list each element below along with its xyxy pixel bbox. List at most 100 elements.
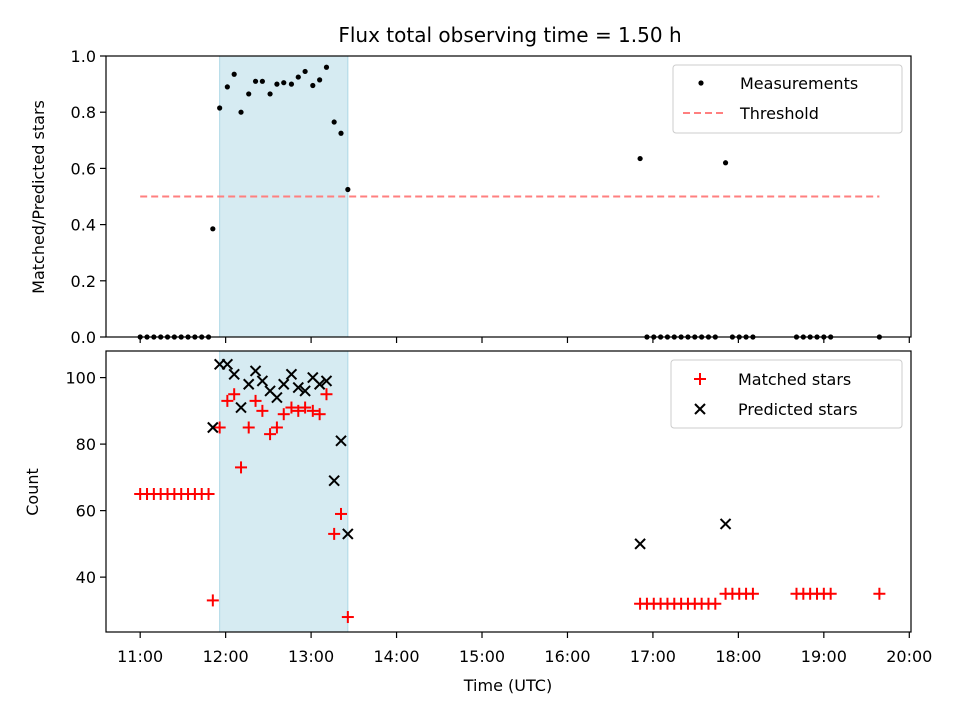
matched-star-point xyxy=(202,487,215,500)
bottom-highlight-span-layer xyxy=(219,350,349,633)
matched-star-point xyxy=(292,404,305,417)
predicted-star-point xyxy=(719,518,732,530)
x-tick-label: 18:00 xyxy=(715,647,761,666)
measurement-point xyxy=(302,68,308,75)
matched-star-point xyxy=(235,461,248,474)
legend-matched-marker xyxy=(694,373,706,385)
top-y-tick-label: 0.2 xyxy=(71,272,96,291)
matched-star-point xyxy=(328,527,341,540)
predicted-star-point xyxy=(228,368,240,380)
legend-threshold-label: Threshold xyxy=(739,104,819,123)
matched-star-point xyxy=(746,587,759,600)
x-tick-label: 14:00 xyxy=(373,647,419,666)
matched-star-point xyxy=(221,394,234,407)
predicted-stars-points xyxy=(207,358,732,550)
x-tick-label: 15:00 xyxy=(459,647,505,666)
bottom-y-tick-label: 100 xyxy=(65,369,96,388)
predicted-star-point xyxy=(278,378,290,390)
predicted-star-point xyxy=(235,401,247,414)
predicted-star-point xyxy=(271,391,283,404)
chart-title: Flux total observing time = 1.50 h xyxy=(338,23,681,47)
x-tick-label: 12:00 xyxy=(203,647,249,666)
legend-measurements-label: Measurements xyxy=(740,74,858,93)
matched-star-point xyxy=(228,388,241,401)
legend-predicted-marker xyxy=(694,403,706,415)
predicted-star-point xyxy=(256,375,269,387)
top-y-axis-label: Matched/Predicted stars xyxy=(29,100,48,294)
measurement-point xyxy=(295,74,301,80)
top-y-tick-label: 0.6 xyxy=(71,159,96,178)
x-tick-label: 20:00 xyxy=(886,647,932,666)
matched-stars-points xyxy=(134,388,886,624)
bottom-legend: Matched stars Predicted stars xyxy=(670,359,903,429)
matched-star-point xyxy=(256,404,269,417)
measurement-point xyxy=(637,155,643,162)
predicted-star-point xyxy=(335,435,347,447)
bottom-x-ticks: 11:00 12:00 13:00 14:00 15:00 16:00 17:00 18:00… xyxy=(117,632,932,666)
predicted-star-point xyxy=(221,358,234,371)
matched-star-point xyxy=(313,408,326,421)
x-tick-label: 17:00 xyxy=(630,647,676,666)
matched-star-point xyxy=(270,421,283,434)
predicted-star-point xyxy=(320,375,333,387)
measurement-point xyxy=(246,91,252,97)
predicted-star-point xyxy=(207,421,219,434)
measurement-point xyxy=(259,78,265,84)
legend-measurements-marker xyxy=(698,80,704,86)
measurement-point xyxy=(323,64,330,70)
bottom-axes-frame xyxy=(105,350,912,633)
bottom-y-ticks: 40 60 80 100 xyxy=(65,369,106,587)
measurement-point xyxy=(310,82,316,89)
top-panel: Flux total observing time = 1.50 h 0.00.… xyxy=(29,23,912,347)
measurement-point xyxy=(217,105,223,111)
matched-star-point xyxy=(824,587,837,600)
measurement-point xyxy=(345,186,351,193)
predicted-star-point xyxy=(342,528,354,540)
matched-star-point xyxy=(264,428,277,441)
matched-star-point xyxy=(709,597,722,610)
x-tick-label: 19:00 xyxy=(801,647,847,666)
legend-matched-label: Matched stars xyxy=(738,370,851,389)
predicted-star-point xyxy=(313,378,326,390)
measurement-point xyxy=(331,119,337,125)
matched-star-point xyxy=(277,408,290,421)
top-y-ticks: 0.0 0.2 0.4 0.6 0.8 1.0 xyxy=(71,47,106,347)
bottom-panel: 40 60 80 100 11:00 12:00 13:00 14:00 15:00 16:00… xyxy=(23,350,932,695)
top-y-tick-label: 0.8 xyxy=(71,103,96,122)
predicted-star-point xyxy=(634,538,646,550)
predicted-star-point xyxy=(285,368,298,380)
x-tick-label: 13:00 xyxy=(288,647,334,666)
predicted-star-point xyxy=(328,474,340,487)
measurement-point xyxy=(238,109,244,115)
measurement-point xyxy=(267,91,273,97)
matched-star-point xyxy=(242,421,255,434)
measurement-point xyxy=(722,160,729,166)
matched-star-point xyxy=(306,404,319,417)
measurement-point xyxy=(338,130,344,136)
predicted-star-point xyxy=(292,381,304,394)
measurement-point xyxy=(317,77,323,83)
matched-star-point xyxy=(335,507,348,520)
measurement-point xyxy=(281,80,287,86)
predicted-star-point xyxy=(249,365,262,377)
x-tick-label: 16:00 xyxy=(544,647,590,666)
highlight-span xyxy=(219,350,349,633)
bottom-legend-box xyxy=(670,359,903,429)
measurement-point xyxy=(252,78,259,84)
top-y-tick-label: 0.4 xyxy=(71,216,96,235)
matched-star-point xyxy=(320,388,333,401)
bottom-y-tick-label: 80 xyxy=(76,435,96,454)
matched-star-point xyxy=(873,587,886,600)
top-legend-box xyxy=(672,64,903,134)
x-axis-label: Time (UTC) xyxy=(463,676,552,695)
top-axes-frame xyxy=(105,55,912,338)
measurement-point xyxy=(274,81,280,87)
bottom-y-tick-label: 40 xyxy=(76,568,96,587)
bottom-y-axis-label: Count xyxy=(23,468,42,516)
matched-star-point xyxy=(249,394,262,407)
measurement-point xyxy=(288,81,295,87)
measurement-point xyxy=(224,84,230,90)
predicted-star-point xyxy=(299,385,311,397)
x-tick-label: 11:00 xyxy=(117,647,163,666)
